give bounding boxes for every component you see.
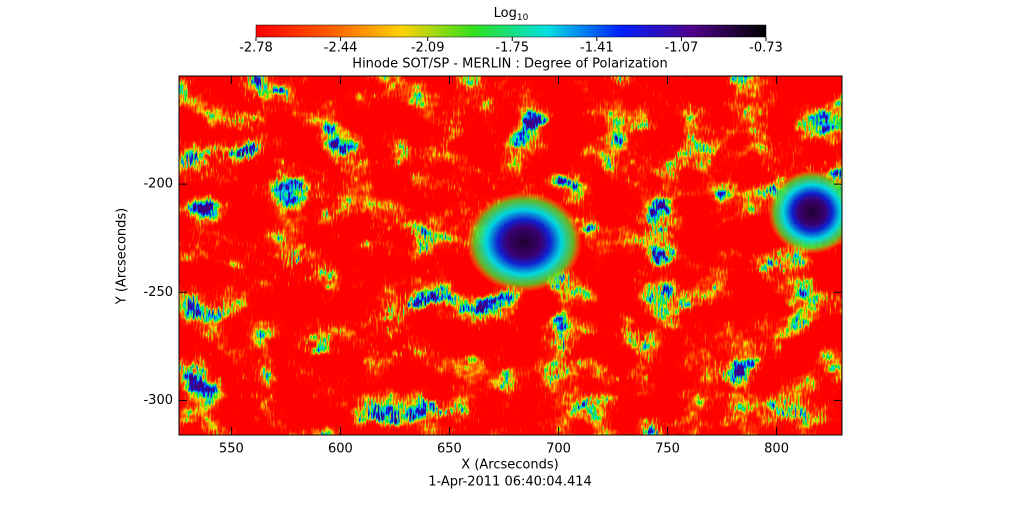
chart-title: Hinode SOT/SP - MERLIN : Degree of Polar…: [352, 57, 667, 72]
colorbar: [255, 24, 767, 38]
x-axis-label: X (Arcseconds): [461, 458, 558, 473]
image: [179, 76, 842, 435]
y-tick-label: -300: [143, 393, 173, 408]
subtitle: 1-Apr-2011 06:40:04.414: [428, 475, 592, 490]
x-tick-label: 700: [546, 442, 571, 457]
colorbar-tick-label: -1.07: [665, 41, 699, 56]
y-tick-label: -200: [143, 177, 173, 192]
colorbar-tick-label: -2.44: [324, 41, 358, 56]
colorbar-tick-label: -2.78: [239, 41, 273, 56]
colorbar-tick-label: -1.75: [495, 41, 529, 56]
colorbar-tick-label: -2.09: [411, 41, 445, 56]
x-tick-label: 650: [437, 442, 462, 457]
x-tick-label: 550: [219, 442, 244, 457]
sunspot: [768, 170, 842, 254]
x-tick-label: 750: [655, 442, 680, 457]
x-tick-label: 600: [328, 442, 353, 457]
x-tick-label: 800: [764, 442, 789, 457]
y-axis-label: Y (Arcseconds): [115, 208, 130, 305]
colorbar-label: Log10: [494, 6, 529, 23]
sunspot: [466, 192, 582, 292]
plot-frame: [178, 75, 843, 436]
y-tick-label: -250: [143, 285, 173, 300]
colorbar-tick-label: -1.41: [580, 41, 614, 56]
colorbar-tick-label: -0.73: [749, 41, 783, 56]
